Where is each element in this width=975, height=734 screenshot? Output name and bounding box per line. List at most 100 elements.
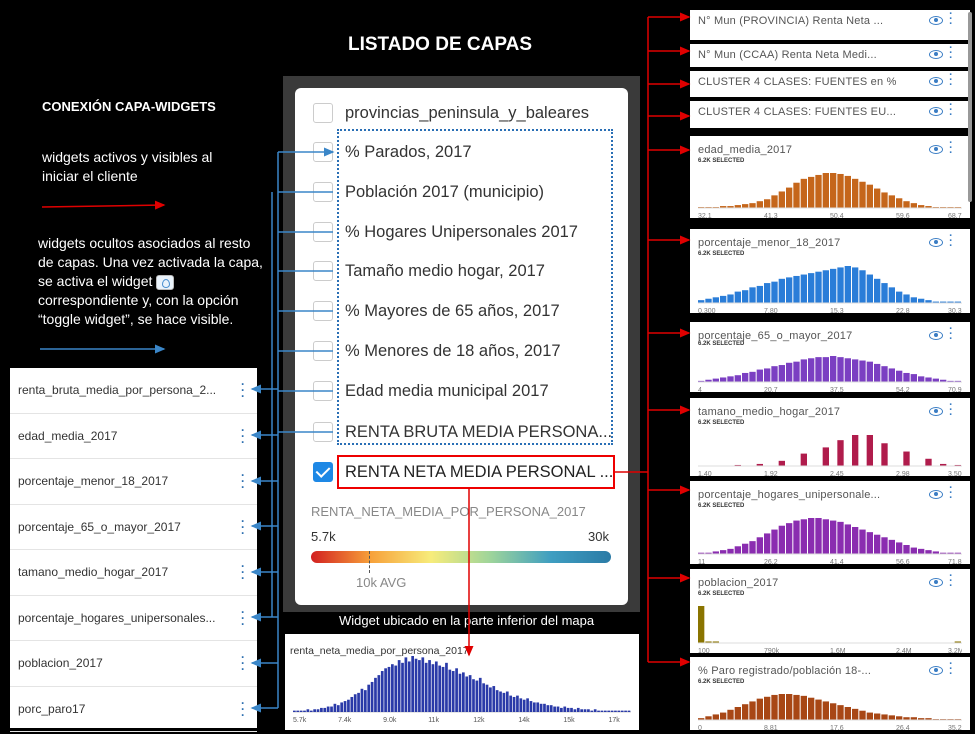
connection-heading: CONEXIÓN CAPA-WIDGETS [42, 99, 216, 114]
histogram-chart[interactable]: 0 8.81 17.6 26.4 35.2 [698, 690, 962, 734]
histogram-bar [756, 201, 763, 208]
histogram-chart[interactable]: 1.40 1.92 2.45 2.98 3.50 [698, 431, 962, 480]
histogram-bar [587, 709, 590, 712]
kebab-menu-icon[interactable]: · · · [241, 513, 245, 540]
kebab-menu-icon[interactable]: · · · [949, 323, 953, 345]
right-widget-card[interactable]: porcentaje_65_o_mayor_2017 · · · 6.2K SELECT… [690, 322, 970, 394]
histogram-bar [837, 705, 844, 720]
left-widget-row[interactable]: porcentaje_65_o_mayor_2017 · · · [10, 505, 257, 550]
left-widget-row[interactable]: tamano_medio_hogar_2017 · · · [10, 550, 257, 596]
histogram-tick-label: 1.92 [764, 471, 778, 478]
histogram-bar [742, 290, 749, 303]
eye-icon[interactable] [929, 578, 943, 587]
layer-row[interactable]: RENTA NETA MEDIA PERSONAL ... [295, 457, 628, 487]
kebab-menu-icon[interactable]: · · · [949, 69, 953, 91]
right-widget-card[interactable]: N° Mun (PROVINCIA) Renta Neta ... · · · [690, 8, 970, 40]
histogram-bar [749, 701, 756, 720]
eye-icon[interactable] [929, 666, 943, 675]
eye-icon[interactable] [929, 107, 943, 116]
histogram-bar [954, 552, 961, 554]
histogram-bar [353, 694, 357, 712]
eye-icon[interactable] [929, 145, 943, 154]
histogram-bar [859, 360, 866, 382]
right-widget-card[interactable]: % Paro registrado/población 18-... · · · 6.2… [690, 657, 970, 732]
kebab-menu-icon[interactable]: · · · [949, 570, 953, 592]
histogram-chart[interactable]: 0.300 7.80 15.3 22.8 30.3 [698, 262, 962, 317]
histogram-bar [495, 690, 499, 712]
histogram-bar [448, 669, 452, 712]
left-widget-row[interactable]: edad_media_2017 · · · [10, 414, 257, 459]
histogram-chart[interactable]: 100 790k 1.6M 2.4M 3.2M [698, 602, 962, 657]
histogram-bar [583, 709, 587, 712]
left-widget-row[interactable]: renta_bruta_media_por_persona_2... · · · [10, 368, 257, 414]
right-widget-card[interactable]: edad_media_2017 · · · 6.2K SELECTED 32.1 41.3 5… [690, 136, 970, 220]
right-widget-card[interactable]: porcentaje_menor_18_2017 · · · 6.2K SELECTED… [690, 229, 970, 315]
right-scrollbar[interactable] [968, 12, 972, 202]
histogram-bar [377, 675, 381, 712]
eye-icon[interactable] [929, 50, 943, 59]
histogram-bar [303, 710, 306, 712]
histogram-bar [756, 537, 763, 554]
right-widget-card[interactable]: poblacion_2017 · · · 6.2K SELECTED 100 790k 1.6… [690, 569, 970, 655]
left-widget-row[interactable]: porcentaje_hogares_unipersonales... · · · [10, 596, 257, 641]
eye-icon[interactable] [929, 77, 943, 86]
histogram-tick-label: 4 [698, 387, 702, 394]
right-widget-card[interactable]: CLUSTER 4 CLASES: FUENTES en % · · · [690, 69, 970, 97]
histogram-tick-label: 790k [764, 648, 780, 655]
histogram-bar [888, 539, 895, 554]
histogram-bar [576, 707, 580, 712]
eye-icon[interactable] [929, 490, 943, 499]
histogram-bar [910, 203, 917, 208]
histogram-chart[interactable]: 11 26.2 41.4 56.6 71.8 [698, 514, 962, 568]
kebab-menu-icon[interactable]: · · · [241, 559, 245, 586]
histogram-bar [888, 195, 895, 208]
histogram-bar [925, 377, 932, 382]
layer-checkbox[interactable] [313, 462, 333, 482]
histogram-bar [698, 718, 705, 720]
kebab-menu-icon[interactable]: · · · [949, 658, 953, 680]
histogram-bar [815, 518, 822, 554]
right-widget-card[interactable]: porcentaje_hogares_unipersonale... · · · 6.2… [690, 481, 970, 566]
eye-icon[interactable] [929, 331, 943, 340]
kebab-menu-icon[interactable]: · · · [949, 42, 953, 64]
eye-icon[interactable] [929, 238, 943, 247]
right-widget-card[interactable]: CLUSTER 4 CLASES: FUENTES EU... · · · [690, 99, 970, 128]
legend-max: 30k [588, 529, 609, 544]
histogram-bar [859, 710, 866, 720]
bottom-histogram[interactable]: 5.7k 7.4k 9.0k 11k 12k 14k 15k 17k [285, 634, 639, 730]
kebab-menu-icon[interactable]: · · · [949, 482, 953, 504]
histogram-bar [800, 695, 807, 720]
histogram-chart[interactable]: 32.1 41.3 50.4 59.6 68.7 [698, 169, 962, 222]
eye-icon[interactable] [929, 16, 943, 25]
kebab-menu-icon[interactable]: · · · [241, 468, 245, 495]
left-widget-row[interactable]: poblacion_2017 · · · [10, 641, 257, 687]
kebab-menu-icon[interactable]: · · · [949, 8, 953, 30]
layer-row[interactable]: provincias_peninsula_y_baleares [295, 98, 628, 128]
histogram-chart[interactable]: 4 20.7 37.5 54.2 70.9 [698, 352, 962, 396]
kebab-menu-icon[interactable]: · · · [949, 99, 953, 121]
left-widget-row[interactable]: porcentaje_menor_18_2017 · · · [10, 459, 257, 505]
kebab-menu-icon[interactable]: · · · [241, 377, 245, 404]
right-widget-card[interactable]: N° Mun (CCAA) Renta Neta Medi... · · · [690, 42, 970, 67]
kebab-menu-icon[interactable]: · · · [949, 399, 953, 421]
histogram-bar [445, 662, 448, 712]
histogram-tick-label: 0.300 [698, 308, 716, 315]
histogram-bar [859, 270, 866, 303]
histogram-bar [830, 520, 837, 554]
kebab-menu-icon[interactable]: · · · [241, 604, 245, 631]
kebab-menu-icon[interactable]: · · · [241, 650, 245, 677]
right-widget-card[interactable]: tamano_medio_hogar_2017 · · · 6.2K SELECTED 1… [690, 398, 970, 478]
kebab-menu-icon[interactable]: · · · [949, 137, 953, 159]
kebab-menu-icon[interactable]: · · · [949, 230, 953, 252]
kebab-menu-icon[interactable]: · · · [241, 695, 245, 722]
histogram-bar [742, 372, 749, 382]
layer-checkbox[interactable] [313, 103, 333, 123]
histogram-bar [720, 550, 727, 554]
note-hidden-widgets: widgets ocultos asociados al resto de ca… [38, 234, 263, 329]
histogram-bar [299, 710, 303, 712]
histogram-bar [424, 662, 428, 712]
histogram-bar [727, 376, 734, 382]
histogram-bar [793, 275, 800, 303]
eye-icon[interactable] [929, 407, 943, 416]
kebab-menu-icon[interactable]: · · · [241, 422, 245, 449]
